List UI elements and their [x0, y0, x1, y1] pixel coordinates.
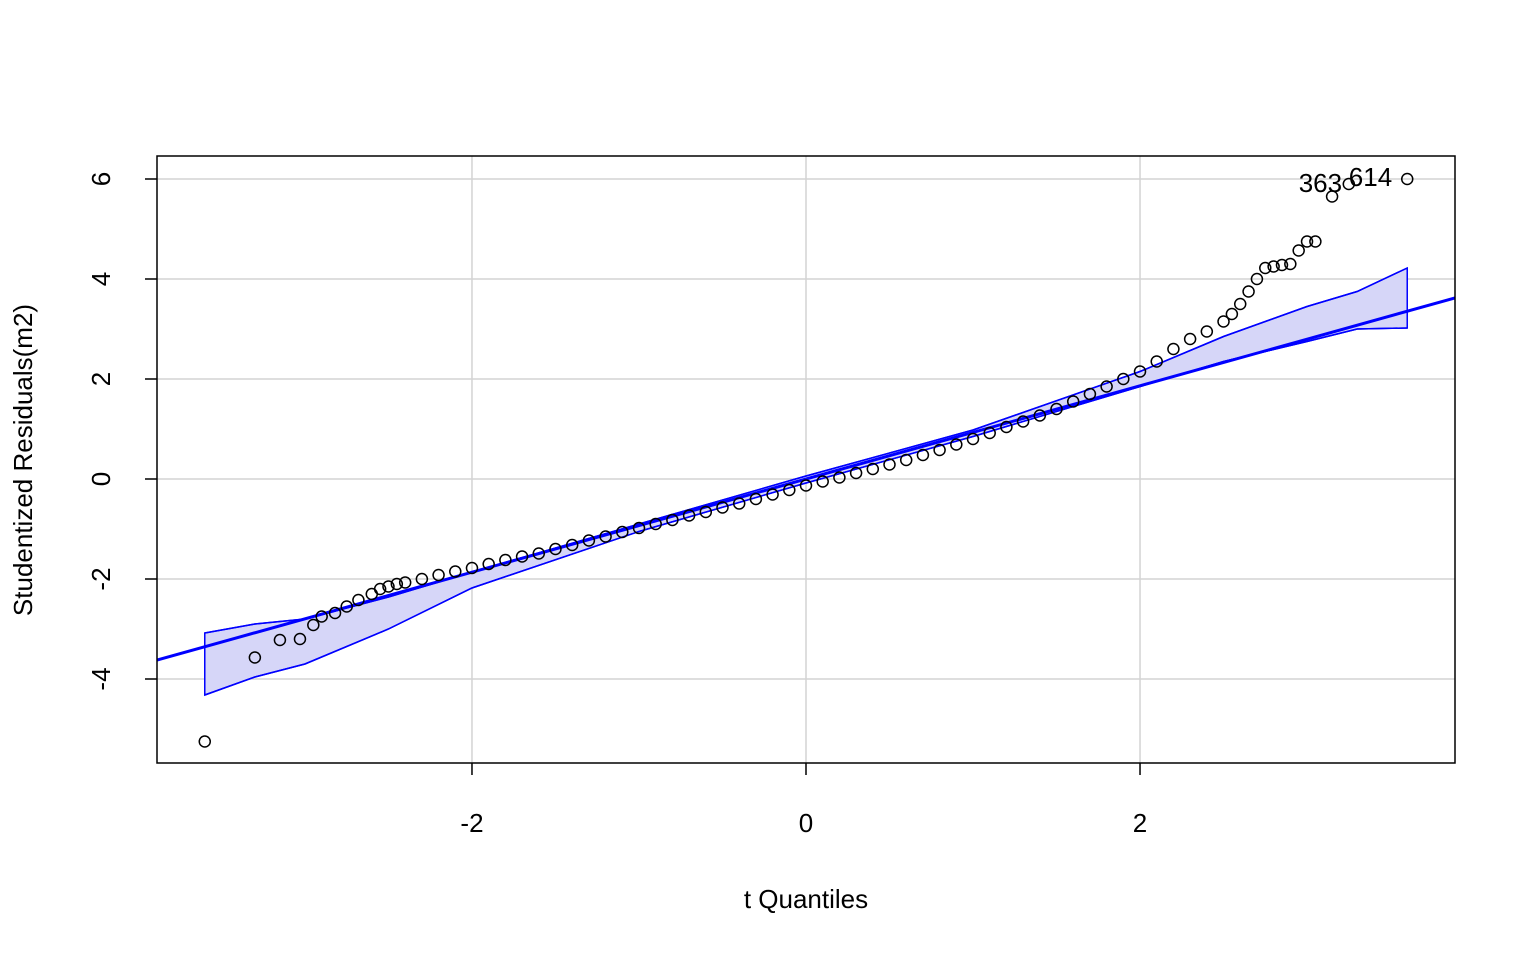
point	[449, 565, 462, 578]
point	[766, 488, 779, 501]
point	[950, 438, 963, 451]
point	[1242, 285, 1255, 298]
point	[1016, 415, 1030, 428]
point	[632, 521, 646, 535]
point-label: 363	[1299, 168, 1342, 198]
point	[1066, 395, 1080, 408]
point	[1150, 355, 1163, 368]
point	[340, 600, 353, 613]
point	[1225, 307, 1239, 321]
point	[515, 550, 529, 563]
point	[1250, 272, 1264, 286]
y-tick-label: 0	[86, 472, 116, 486]
point	[1217, 315, 1230, 328]
point	[866, 462, 880, 476]
point	[933, 443, 946, 457]
point	[328, 606, 342, 620]
plot-frame	[156, 155, 1456, 764]
x-axis-label: t Quantiles	[744, 884, 868, 914]
point	[1133, 365, 1147, 378]
point	[1200, 325, 1214, 338]
point	[198, 735, 212, 748]
point	[983, 426, 996, 440]
point	[1259, 261, 1272, 275]
y-tick-label: 4	[86, 272, 116, 286]
y-tick-label: -2	[86, 567, 116, 590]
point	[1117, 372, 1130, 386]
point	[1100, 380, 1113, 393]
point	[1292, 244, 1305, 257]
y-tick-label: 6	[86, 172, 116, 186]
point	[1284, 257, 1297, 271]
point	[916, 448, 930, 462]
point	[1233, 297, 1247, 311]
point	[352, 593, 365, 607]
point	[390, 577, 404, 591]
envelope-lower	[204, 327, 1408, 696]
y-tick-label: 2	[86, 372, 116, 386]
point	[1083, 387, 1097, 401]
point	[398, 576, 412, 589]
point	[565, 538, 579, 552]
point-label: 614	[1349, 162, 1392, 192]
point	[599, 530, 612, 543]
point	[315, 610, 328, 623]
point	[373, 582, 387, 596]
point	[293, 632, 307, 646]
point	[415, 572, 429, 586]
point	[1342, 177, 1356, 191]
y-axis-label: Studentized Residuals(m2)	[8, 304, 38, 616]
point	[966, 432, 980, 446]
point	[716, 501, 729, 514]
point	[749, 492, 763, 506]
point	[432, 568, 445, 582]
point	[783, 483, 796, 497]
point	[1000, 420, 1013, 434]
y-tick-label: -4	[86, 667, 116, 690]
point	[816, 475, 829, 488]
point	[732, 497, 746, 510]
x-tick-label: 2	[1133, 808, 1147, 838]
point	[899, 453, 913, 467]
point	[616, 525, 629, 539]
point	[1167, 342, 1180, 356]
point	[307, 618, 320, 632]
point	[1309, 235, 1322, 248]
point	[1400, 172, 1414, 186]
point	[365, 587, 379, 601]
point	[465, 561, 479, 575]
point	[532, 547, 546, 560]
point	[1275, 258, 1289, 272]
point	[549, 542, 562, 556]
point	[699, 505, 713, 519]
point	[649, 517, 662, 531]
point	[499, 553, 512, 567]
point	[1050, 402, 1063, 416]
point	[799, 479, 813, 492]
point	[883, 458, 896, 471]
point	[273, 633, 287, 647]
point	[382, 580, 395, 593]
point	[1300, 235, 1314, 248]
point	[248, 651, 262, 664]
point	[833, 471, 846, 484]
point	[666, 513, 679, 527]
point	[1183, 332, 1197, 346]
point	[1325, 190, 1339, 203]
x-tick-label: 0	[799, 808, 813, 838]
point	[849, 466, 863, 480]
x-tick-label: -2	[460, 808, 483, 838]
point	[482, 557, 495, 571]
point	[582, 534, 596, 547]
point	[1267, 260, 1280, 273]
point	[1033, 409, 1047, 422]
point	[682, 509, 696, 522]
